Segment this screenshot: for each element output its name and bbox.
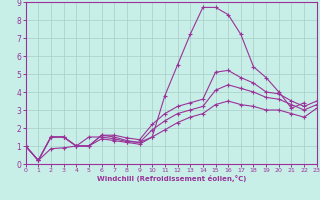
X-axis label: Windchill (Refroidissement éolien,°C): Windchill (Refroidissement éolien,°C): [97, 175, 246, 182]
